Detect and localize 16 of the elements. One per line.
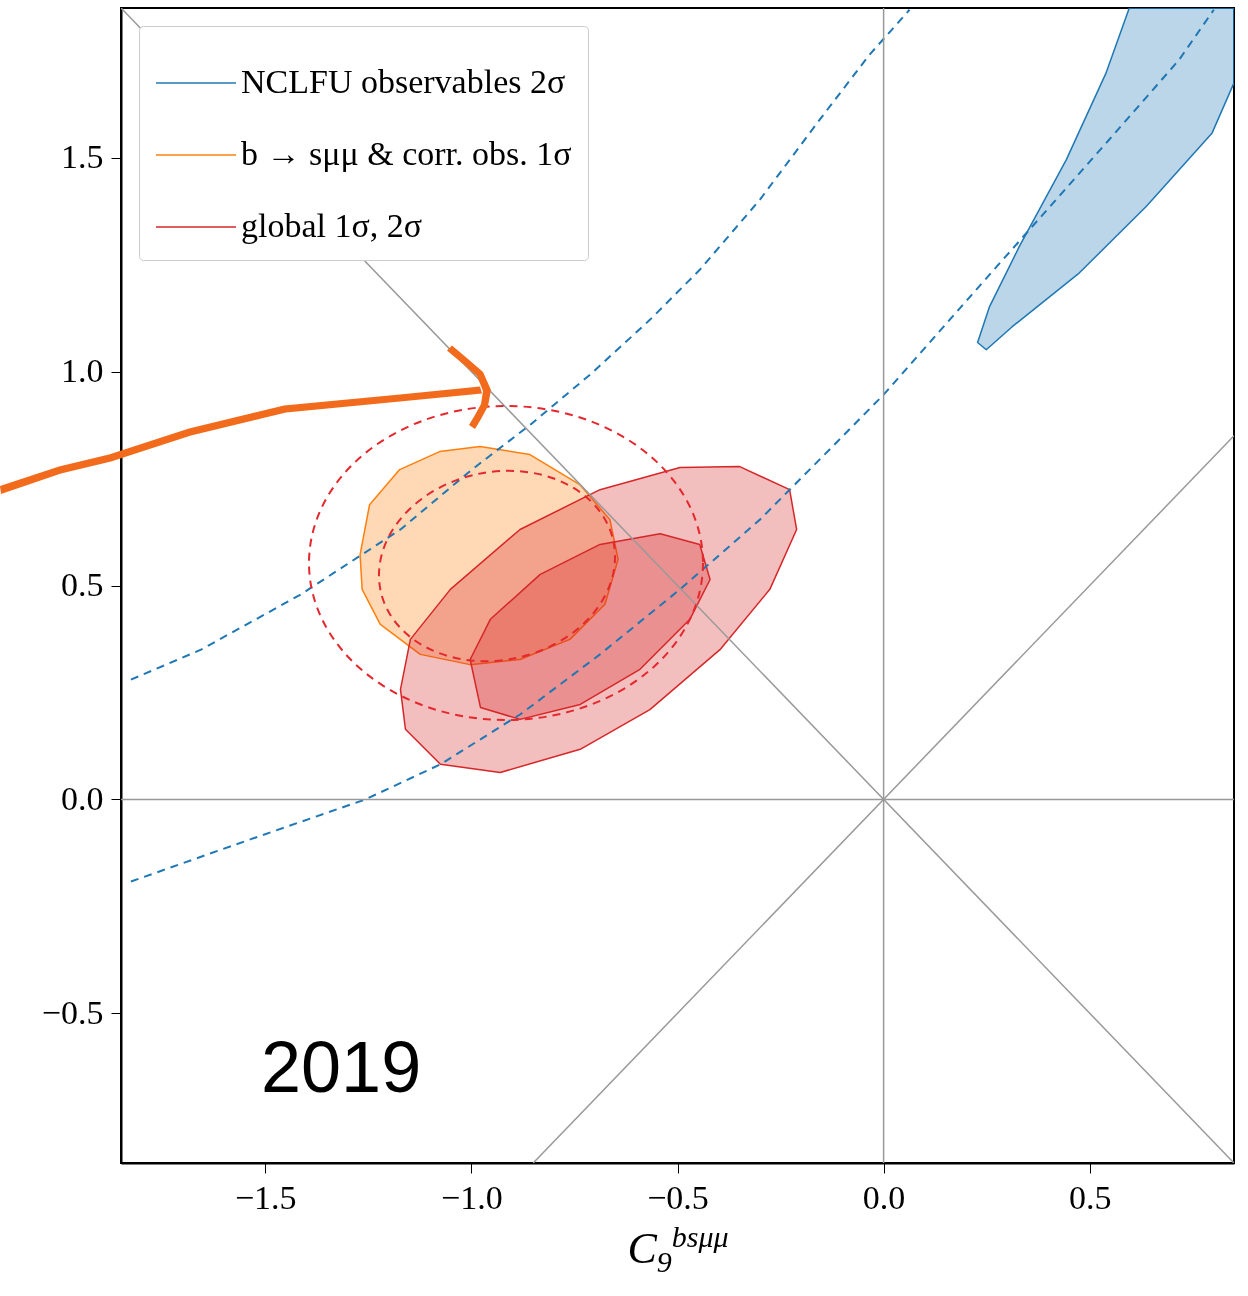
- legend-label: b → sμμ & corr. obs. 1σ: [241, 135, 572, 172]
- annotation: 2019: [261, 1027, 422, 1107]
- line-series: [129, 8, 911, 681]
- y-tick-label: 1.0: [61, 352, 104, 390]
- x-tick-label: −1.5: [234, 1178, 297, 1216]
- x-tick-label: −0.5: [647, 1178, 709, 1216]
- y-tick-label: −0.5: [41, 993, 104, 1031]
- x-tick-label: −1.0: [441, 1178, 503, 1216]
- legend-label: global 1σ, 2σ: [241, 207, 423, 244]
- x-tick-label: 0.5: [1068, 1178, 1112, 1216]
- y-tick-label: 0.5: [61, 566, 104, 603]
- legend-label: NCLFU observables 2σ: [241, 63, 566, 100]
- x-tick-label: 0.0: [862, 1178, 906, 1216]
- y-tick-label: 1.5: [61, 138, 104, 176]
- y-tick-label: 0.0: [61, 779, 104, 817]
- line-series: [129, 8, 1215, 883]
